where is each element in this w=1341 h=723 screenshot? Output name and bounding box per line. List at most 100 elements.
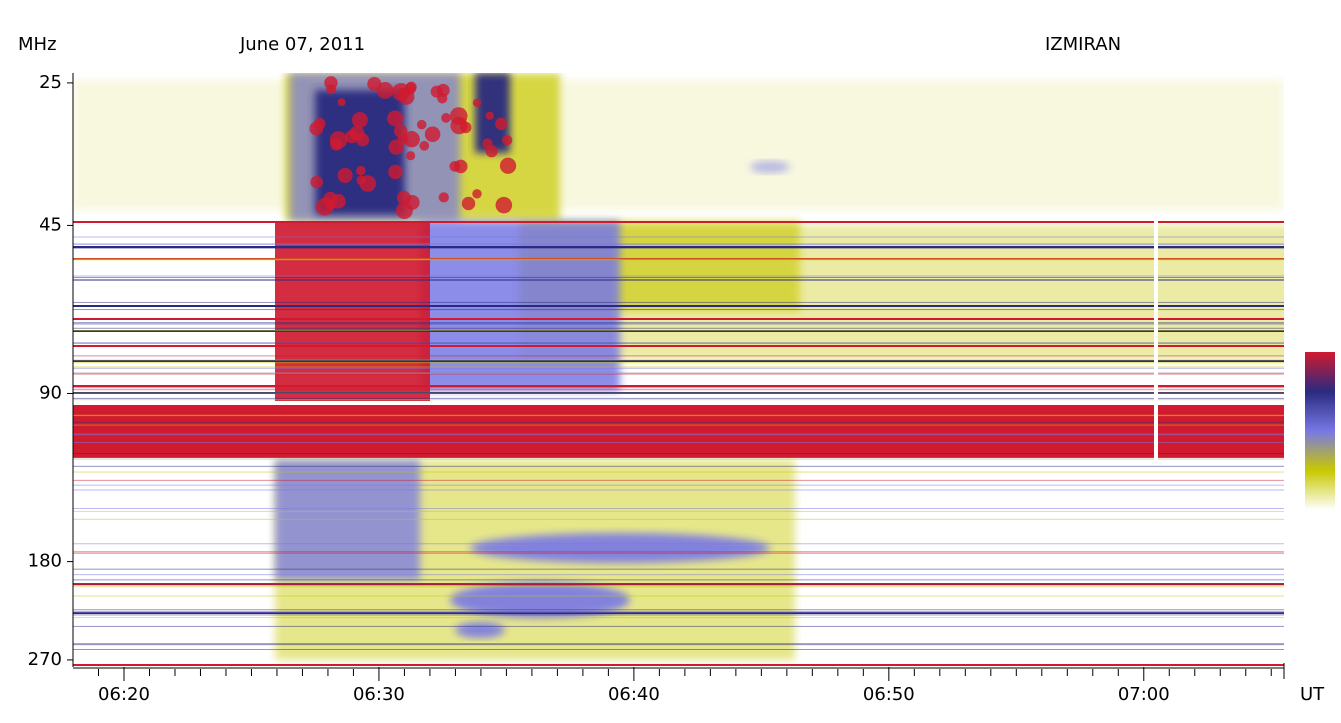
emission — [419, 140, 430, 151]
emission — [330, 138, 343, 151]
colorbar — [1305, 352, 1335, 510]
band-line — [73, 246, 1284, 248]
emission — [499, 157, 517, 174]
band-line — [73, 617, 1284, 619]
band-line — [73, 387, 1284, 389]
band-line — [73, 421, 1284, 423]
band-line — [73, 221, 1284, 223]
band-line — [73, 510, 1284, 512]
emission — [450, 582, 630, 618]
band-line — [73, 441, 1284, 443]
emission — [416, 119, 427, 130]
band-line — [73, 359, 1284, 361]
band-line — [73, 367, 1284, 369]
band-line — [73, 649, 1284, 651]
emission — [388, 164, 403, 180]
band-line — [73, 276, 1284, 278]
emission — [367, 76, 382, 91]
band-line — [73, 355, 1284, 357]
emission — [472, 98, 482, 107]
band-line — [73, 415, 1284, 417]
emission — [485, 145, 498, 158]
y-tick-label: 270 — [28, 649, 62, 670]
band-line — [73, 611, 1284, 613]
band-line — [73, 644, 1284, 646]
band-line — [73, 458, 1284, 460]
emission — [275, 221, 430, 401]
band-line — [73, 259, 1284, 261]
emission — [502, 135, 513, 146]
emission — [394, 124, 408, 138]
band-line — [73, 275, 1284, 277]
band-line — [73, 330, 1284, 332]
band-line — [73, 373, 1284, 375]
x-tick-label: 06:40 — [608, 684, 660, 705]
band-line — [73, 551, 1284, 553]
band-line — [73, 322, 1284, 324]
emission — [750, 161, 790, 173]
band-line — [73, 465, 1284, 467]
band-line — [73, 586, 1284, 588]
band-line — [73, 595, 1284, 597]
band-line — [73, 279, 1284, 281]
band-line — [73, 399, 1284, 401]
band-line — [73, 625, 1284, 627]
band-line — [73, 309, 1284, 311]
emission — [424, 126, 441, 143]
chart-title: June 07, 2011 — [239, 34, 365, 55]
band-line — [73, 584, 1284, 586]
gap — [1154, 221, 1158, 461]
band-line — [73, 643, 1284, 645]
band-line — [73, 484, 1284, 486]
band-line — [73, 243, 1284, 245]
emission — [388, 139, 404, 155]
emission — [73, 80, 1284, 210]
emission — [275, 460, 420, 580]
band-line — [73, 568, 1284, 570]
emission — [395, 202, 413, 219]
band-line — [73, 471, 1284, 473]
emission — [441, 113, 451, 123]
band-line — [73, 457, 1284, 459]
band-line — [73, 301, 1284, 303]
emission — [351, 112, 368, 128]
emission — [461, 196, 476, 211]
band-line — [73, 543, 1284, 545]
band-line — [73, 614, 1284, 616]
band-line — [73, 305, 1284, 307]
band-line — [73, 583, 1284, 585]
observatory: IZMIRAN — [1045, 34, 1121, 55]
emission — [309, 121, 324, 136]
x-axis-label: UT — [1300, 684, 1325, 705]
band-line — [73, 479, 1284, 481]
band-line — [73, 318, 1284, 320]
emission — [450, 116, 468, 135]
band-line — [73, 418, 1284, 420]
emission — [438, 192, 449, 203]
band-line — [73, 247, 1284, 249]
emission — [449, 160, 461, 172]
emission — [470, 533, 770, 563]
emission — [495, 117, 508, 131]
emission — [337, 167, 353, 183]
emission — [359, 175, 377, 192]
band-line — [73, 612, 1284, 614]
emission — [485, 111, 494, 120]
band-line — [73, 489, 1284, 491]
emission — [403, 131, 420, 148]
band-line — [73, 327, 1284, 329]
band-line — [73, 385, 1284, 387]
emission — [406, 151, 416, 161]
band-line — [73, 366, 1284, 368]
y-tick-label: 90 — [39, 383, 62, 404]
y-axis-label: MHz — [18, 34, 57, 55]
emission — [310, 175, 323, 189]
emission — [455, 622, 505, 638]
band-line — [73, 426, 1284, 428]
band-line — [73, 360, 1284, 362]
band-line — [73, 236, 1284, 238]
band-line — [73, 424, 1284, 426]
band-line — [73, 279, 1284, 281]
band-line — [73, 345, 1284, 347]
